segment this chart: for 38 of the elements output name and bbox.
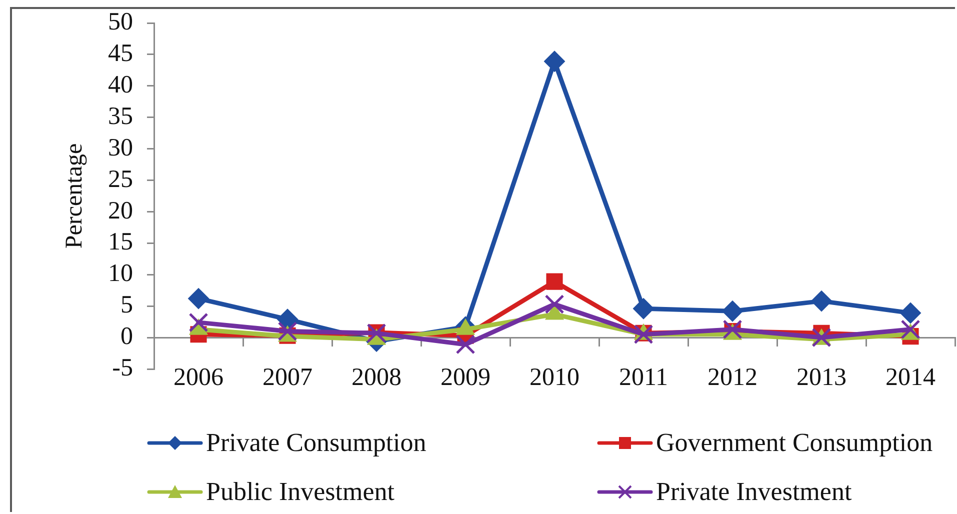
x-tick-label: 2010 (530, 364, 580, 392)
x-tick-label: 2009 (440, 364, 490, 392)
y-tick-label: 45 (108, 40, 133, 68)
y-tick-label: 0 (120, 323, 133, 350)
y-tick-label: 40 (108, 71, 133, 98)
y-tick-label: 25 (108, 166, 133, 193)
y-tick-label: 15 (108, 228, 133, 256)
y-tick-label: 20 (108, 197, 133, 224)
point (188, 288, 209, 310)
legend-label: Private Investment (656, 477, 852, 507)
legend-label: Government Consumption (656, 428, 933, 458)
x-tick-label: 2011 (618, 364, 668, 392)
point (722, 300, 743, 322)
point (546, 273, 563, 290)
y-tick-label: -5 (112, 354, 133, 382)
point (188, 312, 208, 332)
x-tick-label: 2008 (352, 364, 402, 392)
y-tick-label: 10 (108, 260, 133, 288)
x-tick-label: 2012 (708, 364, 758, 392)
point (900, 302, 921, 324)
x-tick-label: 2014 (886, 364, 936, 392)
x-tick-label: 2013 (796, 364, 846, 392)
point (278, 322, 298, 341)
y-tick-label: 50 (108, 8, 133, 36)
point (633, 298, 654, 320)
legend-label: Private Consumption (206, 428, 426, 458)
point (456, 334, 476, 354)
point (544, 294, 564, 314)
y-axis-title: Percentage (62, 143, 88, 249)
point (811, 290, 832, 312)
y-tick-label: 30 (108, 134, 133, 162)
y-tick-label: 35 (108, 102, 133, 130)
x-tick-label: 2007 (262, 364, 312, 392)
y-tick-label: 5 (120, 292, 133, 319)
x-tick-label: 2006 (174, 364, 224, 392)
legend-label: Public Investment (206, 477, 394, 507)
point (544, 50, 565, 72)
point (900, 320, 920, 340)
